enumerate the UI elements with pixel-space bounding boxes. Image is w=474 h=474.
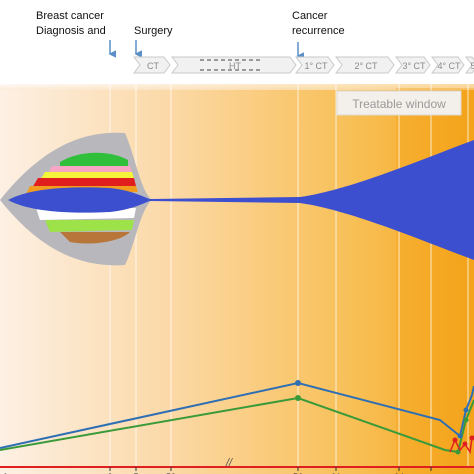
tumor-mass-primary	[8, 187, 152, 213]
therapy-step-label: 4° CT	[437, 61, 461, 71]
tumor-clones	[0, 132, 474, 266]
therapy-step-label: HT	[229, 61, 241, 71]
therapy-step-box	[171, 56, 297, 74]
event-label-surgery: Surgery	[134, 25, 173, 37]
line-green	[0, 396, 474, 454]
therapy-step-box	[465, 56, 474, 74]
therapy-step-box	[295, 56, 335, 74]
treatable-window-box	[336, 90, 462, 116]
axis-tick-label: 2	[107, 472, 112, 474]
axis-break-mark: //	[225, 457, 233, 469]
axis-tick-label: 5	[133, 472, 138, 474]
header-strip	[0, 84, 474, 90]
line-red	[449, 435, 474, 455]
axis-tick-label: 53	[166, 472, 176, 474]
therapy-step-box	[395, 56, 431, 74]
therapy-step-box	[335, 56, 395, 74]
therapy-step-label: 1° CT	[304, 61, 328, 71]
axis-tick-label: 61	[331, 472, 341, 474]
axis-tick-labels: 2 5 53 56 61 64 0	[3, 472, 404, 474]
treatable-window-label: Treatable window	[352, 97, 446, 111]
clone-lime	[45, 220, 134, 232]
axis-tick-label: 0	[3, 472, 8, 474]
axis-tick-label: 64	[394, 472, 404, 474]
axis-ticks-marks	[109, 467, 432, 471]
therapy-step-box	[133, 56, 171, 74]
therapy-step-label: 5	[470, 61, 474, 71]
event-label-diagnosis: Breast cancer Diagnosis and	[36, 10, 107, 37]
event-label-recurrence: Cancer recurrence	[292, 10, 345, 37]
therapy-step-label: 3° CT	[402, 61, 426, 71]
therapy-timeline: CT HT 1° CT 2° CT 3° CT 4° CT 5	[133, 56, 474, 74]
clone-green	[60, 152, 128, 170]
tumor-mass-thread	[150, 140, 474, 260]
clone-brown	[60, 232, 130, 244]
clone-red	[32, 178, 136, 188]
axis-tick-label: 56	[293, 472, 303, 474]
therapy-step-label: 2° CT	[354, 61, 378, 71]
therapy-step-label: CT	[147, 61, 159, 71]
therapy-step-box	[431, 56, 465, 74]
